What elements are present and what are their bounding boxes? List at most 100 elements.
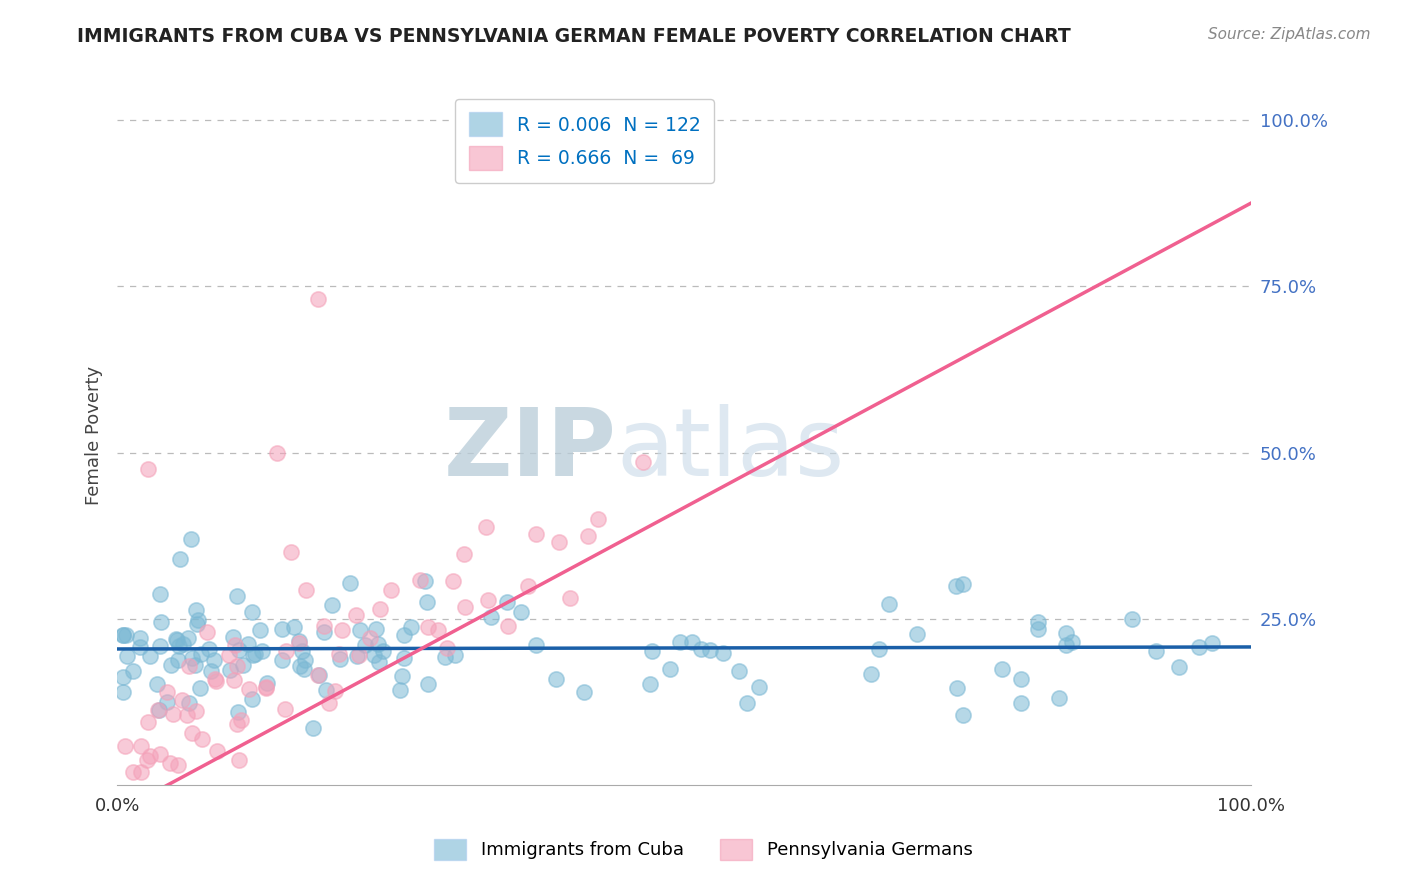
Point xyxy=(1054,626,1077,640)
Point xyxy=(572,685,595,699)
Point xyxy=(226,705,249,719)
Point xyxy=(270,653,292,667)
Point xyxy=(681,634,703,648)
Point xyxy=(190,731,212,746)
Point xyxy=(330,623,353,637)
Point xyxy=(238,681,260,696)
Point xyxy=(273,702,295,716)
Point xyxy=(1026,623,1049,637)
Point xyxy=(129,739,152,753)
Point xyxy=(250,644,273,658)
Point xyxy=(287,636,309,650)
Point xyxy=(156,695,179,709)
Point xyxy=(121,765,143,780)
Point xyxy=(200,664,222,678)
Point xyxy=(548,535,571,549)
Point xyxy=(254,680,277,694)
Point xyxy=(524,527,547,541)
Point xyxy=(524,639,547,653)
Legend: Immigrants from Cuba, Pennsylvania Germans: Immigrants from Cuba, Pennsylvania Germa… xyxy=(426,831,980,867)
Point xyxy=(1201,636,1223,650)
Point xyxy=(202,653,225,667)
Point xyxy=(347,648,370,663)
Point xyxy=(359,631,381,645)
Point xyxy=(167,639,190,653)
Y-axis label: Female Poverty: Female Poverty xyxy=(86,367,103,506)
Point xyxy=(307,668,329,682)
Point xyxy=(544,672,567,686)
Point xyxy=(172,693,194,707)
Point xyxy=(274,644,297,658)
Point xyxy=(149,639,172,653)
Point xyxy=(416,620,439,634)
Point xyxy=(633,455,655,469)
Point xyxy=(222,673,245,687)
Point xyxy=(952,577,974,591)
Point xyxy=(221,630,243,644)
Point xyxy=(198,642,221,657)
Point xyxy=(228,643,250,657)
Point xyxy=(204,672,226,686)
Point xyxy=(496,595,519,609)
Point xyxy=(243,647,266,661)
Point xyxy=(516,579,538,593)
Point xyxy=(180,532,202,546)
Point xyxy=(115,648,138,663)
Point xyxy=(184,704,207,718)
Point xyxy=(187,613,209,627)
Point xyxy=(353,638,375,652)
Point xyxy=(339,576,361,591)
Point xyxy=(136,715,159,730)
Point xyxy=(711,646,734,660)
Point xyxy=(149,615,172,630)
Point xyxy=(266,445,288,459)
Point xyxy=(172,636,194,650)
Text: Source: ZipAtlas.com: Source: ZipAtlas.com xyxy=(1208,27,1371,42)
Point xyxy=(165,632,187,647)
Point xyxy=(416,595,439,609)
Point xyxy=(122,664,145,678)
Point xyxy=(434,650,457,665)
Point xyxy=(1121,612,1143,626)
Text: ZIP: ZIP xyxy=(443,404,616,496)
Point xyxy=(111,628,134,642)
Point xyxy=(477,593,499,607)
Point xyxy=(905,626,928,640)
Point xyxy=(240,605,263,619)
Point xyxy=(344,607,367,622)
Point xyxy=(232,658,254,673)
Point xyxy=(991,662,1014,676)
Point xyxy=(576,528,599,542)
Point xyxy=(658,662,681,676)
Point xyxy=(186,617,208,632)
Point xyxy=(690,642,713,657)
Point xyxy=(312,625,335,640)
Point xyxy=(149,587,172,601)
Point xyxy=(877,597,900,611)
Point xyxy=(314,619,336,633)
Point xyxy=(205,743,228,757)
Point xyxy=(111,628,134,642)
Point xyxy=(225,589,247,603)
Point xyxy=(388,683,411,698)
Point xyxy=(159,756,181,770)
Point xyxy=(728,664,751,678)
Text: atlas: atlas xyxy=(616,404,845,496)
Point xyxy=(391,669,413,683)
Point xyxy=(952,708,974,723)
Point xyxy=(129,765,152,780)
Point xyxy=(453,599,475,614)
Point xyxy=(560,591,582,606)
Point xyxy=(115,628,138,642)
Point xyxy=(586,512,609,526)
Point xyxy=(288,658,311,673)
Point xyxy=(307,293,329,307)
Point xyxy=(479,610,502,624)
Point xyxy=(184,603,207,617)
Legend: R = 0.006  N = 122, R = 0.666  N =  69: R = 0.006 N = 122, R = 0.666 N = 69 xyxy=(456,99,714,183)
Point xyxy=(394,628,416,642)
Point xyxy=(231,713,253,727)
Point xyxy=(413,574,436,588)
Point xyxy=(1010,696,1032,710)
Point xyxy=(669,635,692,649)
